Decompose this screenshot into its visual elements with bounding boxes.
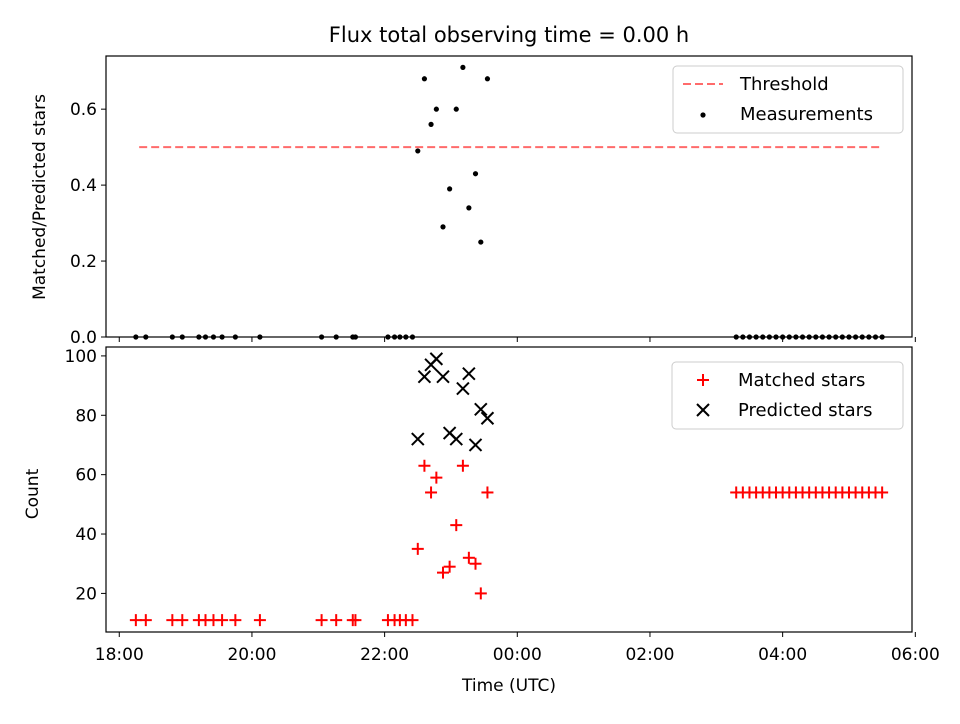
predicted-stars-point xyxy=(429,352,444,366)
measurements-point xyxy=(415,148,421,154)
predicted-legend-swatch xyxy=(696,403,710,417)
predicted-legend-label: Predicted stars xyxy=(738,400,872,421)
top-ytick-label: 0.4 xyxy=(70,176,97,196)
matched-stars-point xyxy=(418,459,431,472)
matched-stars-point xyxy=(469,557,482,570)
top-legend-frame xyxy=(672,65,904,134)
xtick-label: 20:00 xyxy=(227,645,276,665)
measurements-point xyxy=(447,186,453,192)
matched-stars-point xyxy=(176,614,189,627)
bottom-panel-ylabel: Count xyxy=(23,468,43,519)
threshold-legend-label: Threshold xyxy=(739,74,829,95)
matched-stars-point xyxy=(229,614,242,627)
xtick-label: 22:00 xyxy=(360,645,409,665)
measurements-point xyxy=(472,171,479,177)
bottom-ytick-label: 20 xyxy=(75,584,97,604)
matched-stars-point xyxy=(425,486,438,499)
top-panel-legend: Threshold Measurements xyxy=(672,65,904,134)
predicted-stars-point xyxy=(411,432,425,446)
measurements-point xyxy=(478,239,484,245)
predicted-stars-point xyxy=(474,402,488,417)
bottom-ytick-label: 60 xyxy=(75,466,97,486)
predicted-stars-point xyxy=(462,367,476,381)
matched-stars-point xyxy=(216,614,229,627)
matched-stars-point xyxy=(330,614,343,627)
bottom-ytick-label: 100 xyxy=(65,347,97,367)
xtick-label: 06:00 xyxy=(891,645,940,665)
predicted-stars-point xyxy=(480,411,495,425)
matched-stars-point xyxy=(456,459,469,472)
matched-stars-point xyxy=(450,519,463,532)
measurements-point xyxy=(453,106,459,112)
matched-stars-point xyxy=(315,614,328,627)
predicted-stars-point xyxy=(456,381,470,396)
bottom-panel-legend: Matched stars Predicted stars xyxy=(671,361,904,430)
matched-stars-point xyxy=(474,587,487,600)
matched-stars-point xyxy=(876,486,889,499)
measurements-point xyxy=(421,76,428,82)
bottom-axes-frame xyxy=(105,346,913,633)
matched-stars-point xyxy=(406,614,419,627)
matched-stars-point xyxy=(139,614,152,627)
top-panel-ylabel: Matched/Predicted stars xyxy=(30,94,50,300)
predicted-stars-point xyxy=(449,432,463,446)
measurements-legend-swatch xyxy=(700,112,706,118)
matched-stars-point xyxy=(411,542,424,555)
bottom-panel-plot: 20 40 60 80 100 18:00 20:00 22:00 00:00 02:00 04:0… xyxy=(65,346,940,665)
bottom-ytick-label: 40 xyxy=(75,525,97,545)
measurements-point xyxy=(466,205,472,211)
measurements-legend-label: Measurements xyxy=(740,104,873,125)
bottom-ytick-label: 80 xyxy=(75,406,97,426)
top-panel-plot: 0.0 0.2 0.4 0.6 xyxy=(70,55,916,348)
measurements-point xyxy=(433,106,439,112)
bottom-legend-frame xyxy=(671,361,904,430)
top-ytick-label: 0.2 xyxy=(70,252,97,272)
top-ytick-label: 0.0 xyxy=(70,328,97,348)
matched-stars-point xyxy=(430,471,443,484)
matched-stars-point xyxy=(462,551,475,564)
measurements-point xyxy=(460,64,466,70)
measurements-point xyxy=(484,76,491,82)
measurements-point xyxy=(428,121,434,127)
measurements-point xyxy=(440,224,446,230)
top-axes-frame xyxy=(105,55,913,338)
matched-stars-point xyxy=(349,614,362,627)
matched-stars-point xyxy=(253,614,266,627)
bottom-panel-xlabel: Time (UTC) xyxy=(461,676,556,696)
xtick-label: 02:00 xyxy=(625,645,674,665)
predicted-stars-point xyxy=(417,369,432,384)
predicted-stars-point xyxy=(468,438,483,452)
top-ytick-label: 0.6 xyxy=(70,100,97,120)
matched-stars-point xyxy=(443,560,456,573)
matched-legend-label: Matched stars xyxy=(738,370,865,391)
matched-stars-point xyxy=(481,486,494,499)
xtick-label: 18:00 xyxy=(95,645,144,665)
matched-stars-point xyxy=(436,566,449,579)
top-panel-title: Flux total observing time = 0.00 h xyxy=(329,23,689,47)
matched-legend-swatch xyxy=(697,374,709,386)
predicted-stars-point xyxy=(436,369,450,384)
xtick-label: 04:00 xyxy=(758,645,807,665)
xtick-label: 00:00 xyxy=(493,645,542,665)
